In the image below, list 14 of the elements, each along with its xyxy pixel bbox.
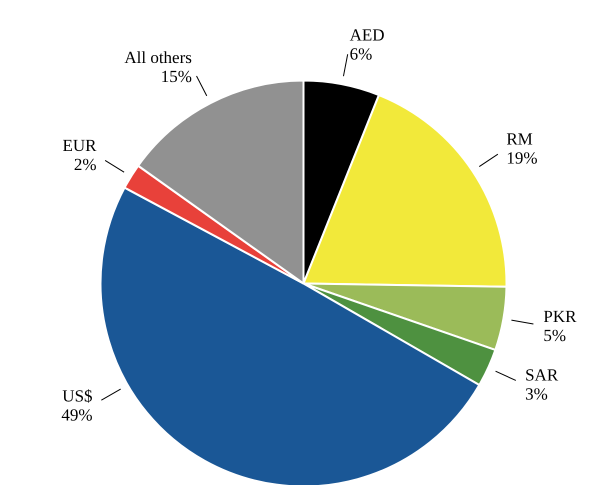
slice-label: RM	[506, 130, 533, 149]
data-label: 5%	[543, 326, 566, 345]
slice-label: AED	[350, 25, 385, 44]
slice-label: All others	[124, 48, 192, 67]
slice-label: US$	[62, 386, 93, 406]
data-label: 6%	[350, 44, 372, 64]
data-label: 3%	[525, 384, 548, 404]
data-label: 19%	[506, 148, 538, 168]
data-label: 49%	[61, 405, 93, 424]
data-label: 2%	[74, 155, 97, 174]
data-label: 15%	[160, 66, 192, 86]
slice-label: EUR	[62, 136, 98, 156]
slice-label: SAR	[525, 366, 559, 385]
slice-label: PKR	[543, 306, 578, 326]
